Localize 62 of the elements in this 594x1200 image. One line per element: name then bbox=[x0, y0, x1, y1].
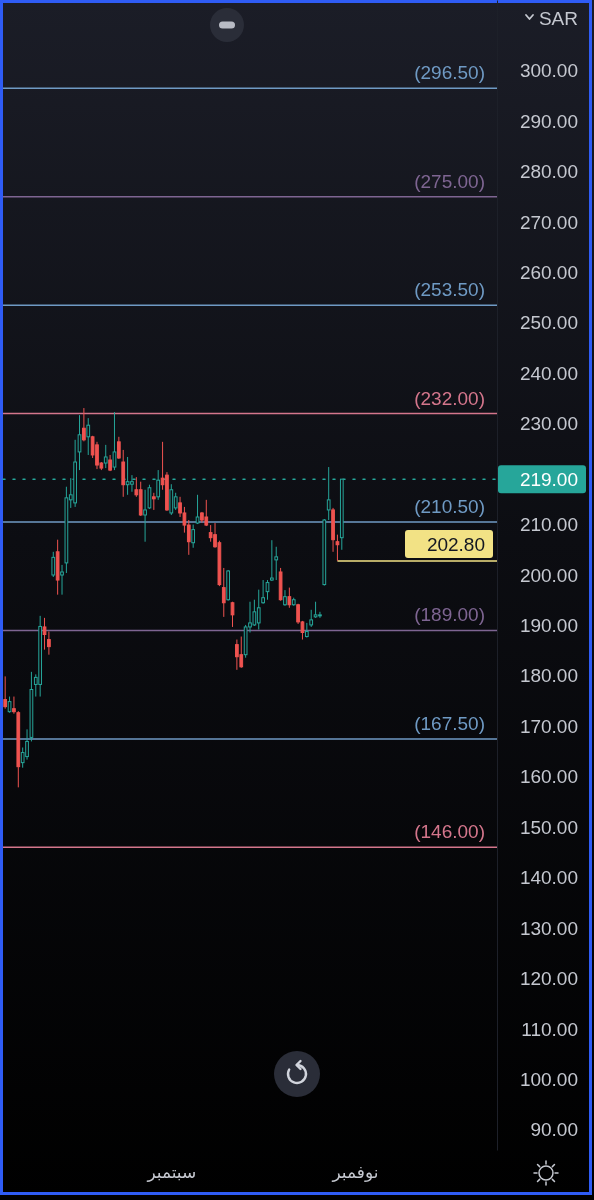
candlestick bbox=[270, 539, 274, 582]
candlestick bbox=[121, 449, 126, 498]
candlestick bbox=[235, 639, 239, 671]
candlestick bbox=[42, 617, 47, 651]
y-tick-label: 110.00 bbox=[521, 1018, 578, 1040]
y-axis-title: SAR bbox=[538, 8, 578, 29]
candlestick bbox=[265, 579, 270, 601]
candlestick bbox=[261, 579, 265, 605]
candlestick bbox=[318, 611, 322, 619]
x-tick-label: نوفمبر bbox=[331, 1162, 379, 1183]
y-tick-label: 180.00 bbox=[519, 665, 578, 687]
candlestick bbox=[86, 417, 91, 456]
candlestick bbox=[116, 436, 121, 460]
candlestick bbox=[103, 444, 108, 469]
candlestick bbox=[204, 499, 209, 527]
candlestick bbox=[112, 411, 117, 471]
candlestick bbox=[3, 675, 8, 710]
candlestick bbox=[51, 551, 56, 578]
y-tick-label: 210.00 bbox=[519, 514, 578, 536]
y-tick-label: 240.00 bbox=[519, 362, 578, 384]
candlestick bbox=[60, 564, 64, 596]
candlestick bbox=[256, 589, 261, 630]
candlestick bbox=[191, 524, 196, 549]
y-tick-label: 170.00 bbox=[519, 715, 578, 737]
y-tick-label: 150.00 bbox=[519, 816, 578, 838]
ref-line-label: (253.50) bbox=[414, 279, 485, 301]
ref-line-label: (189.00) bbox=[414, 604, 485, 626]
y-tick-label: 300.00 bbox=[519, 60, 578, 82]
y-tick-label: 230.00 bbox=[519, 413, 578, 435]
candlestick bbox=[230, 601, 235, 628]
ref-line-label: 219.00 bbox=[519, 468, 578, 490]
y-tick-label: 90.00 bbox=[530, 1119, 578, 1141]
y-tick-label: 120.00 bbox=[519, 968, 578, 990]
y-tick-label: 130.00 bbox=[519, 917, 578, 939]
candlestick bbox=[221, 567, 226, 618]
ref-line-label: (167.50) bbox=[414, 712, 485, 734]
candlestick bbox=[143, 489, 147, 543]
ref-line-label: (275.00) bbox=[414, 170, 485, 192]
ref-line-label: (146.00) bbox=[414, 821, 485, 843]
candlestick bbox=[239, 636, 244, 669]
ref-line-label: (232.00) bbox=[414, 387, 485, 409]
candlestick bbox=[287, 587, 292, 609]
y-tick-label: 200.00 bbox=[519, 564, 578, 586]
y-tick-label: 270.00 bbox=[519, 211, 578, 233]
ref-line-label: (296.50) bbox=[414, 62, 485, 84]
y-tick-label: 280.00 bbox=[519, 161, 578, 183]
y-tick-label: 250.00 bbox=[519, 312, 578, 334]
y-tick-label: 190.00 bbox=[519, 615, 578, 637]
candlestick bbox=[82, 407, 86, 442]
ref-line-label: 202.80 bbox=[426, 533, 485, 555]
y-tick-label: 100.00 bbox=[519, 1068, 578, 1090]
y-tick-label: 260.00 bbox=[519, 261, 578, 283]
candlestick bbox=[195, 494, 200, 525]
ref-line-label: (210.50) bbox=[414, 496, 485, 518]
candlestick bbox=[156, 469, 161, 501]
candlestick bbox=[326, 466, 331, 521]
candlestick bbox=[47, 630, 51, 656]
x-tick-label: سبتمبر bbox=[146, 1162, 197, 1183]
candlestick bbox=[169, 483, 174, 516]
y-tick-label: 290.00 bbox=[519, 110, 578, 132]
y-tick-label: 160.00 bbox=[519, 766, 578, 788]
y-tick-label: 140.00 bbox=[519, 867, 578, 889]
